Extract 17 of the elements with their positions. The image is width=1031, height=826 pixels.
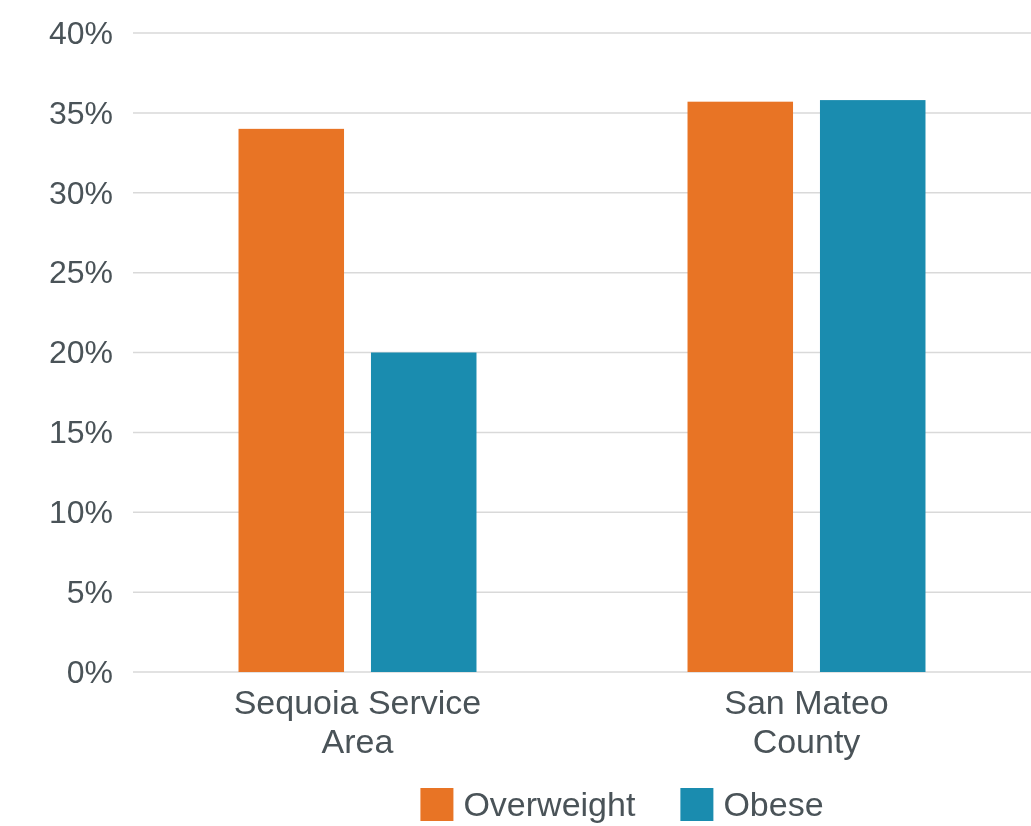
y-tick-label: 15% — [48, 414, 113, 451]
y-tick-label: 40% — [48, 14, 113, 51]
bar — [687, 101, 794, 672]
x-tick-label: Sequoia Service Area — [233, 683, 482, 761]
legend-label: Overweight — [463, 785, 636, 823]
bar — [819, 100, 926, 672]
y-tick-label: 5% — [66, 573, 113, 610]
x-tick-label: San Mateo County — [724, 683, 889, 761]
bar — [370, 352, 477, 672]
y-tick-label: 0% — [66, 653, 113, 690]
y-tick-label: 20% — [48, 334, 113, 371]
y-tick-label: 10% — [48, 493, 113, 530]
y-tick-label: 25% — [48, 254, 113, 291]
legend-label: Obese — [723, 785, 824, 823]
y-tick-label: 35% — [48, 94, 113, 131]
y-tick-label: 30% — [48, 174, 113, 211]
bar — [238, 128, 345, 672]
